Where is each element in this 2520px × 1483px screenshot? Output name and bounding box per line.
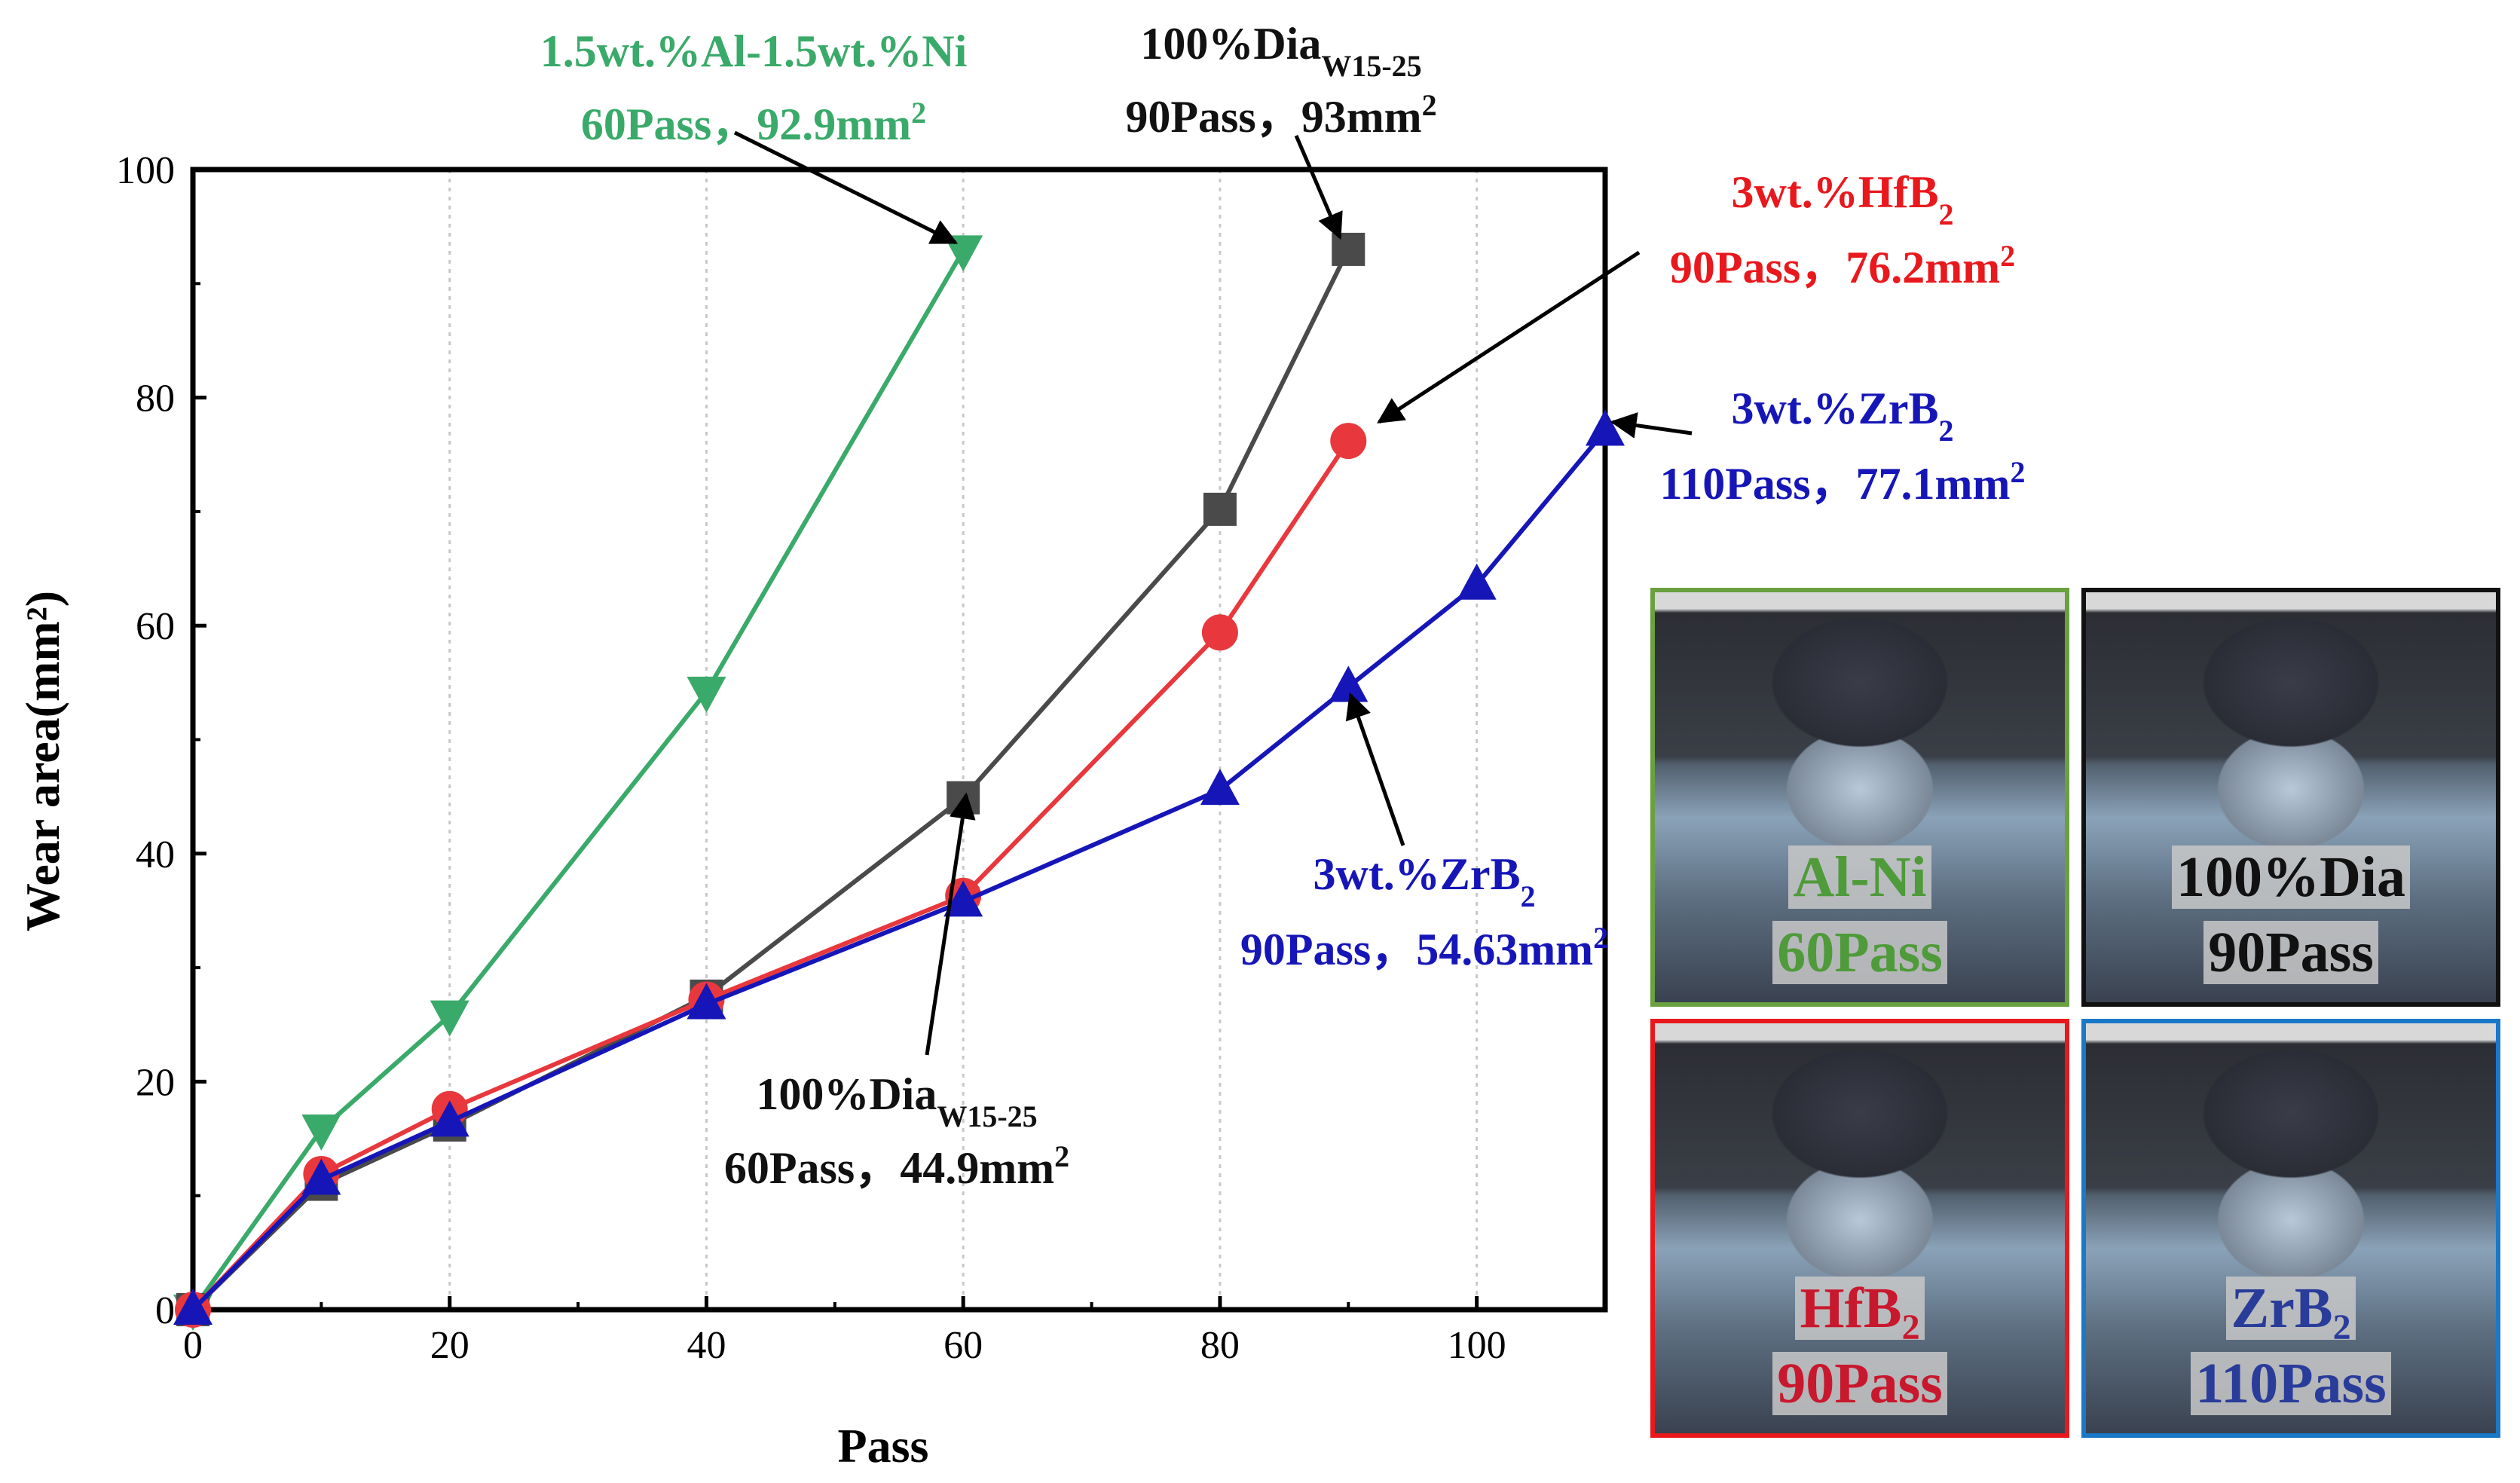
photo-panel-3: HfB2 90Pass [1650, 1019, 2069, 1438]
data-point-marker [1586, 409, 1625, 446]
y-tick-label: 100 [116, 149, 175, 192]
x-tick-label: 100 [1448, 1324, 1506, 1367]
annotation-arrow [925, 792, 976, 1056]
annotation-value: 90Pass，93mm2 [1125, 88, 1436, 142]
annotation-value: 110Pass，77.1mm2 [1660, 455, 2026, 509]
x-tick-label: 40 [687, 1324, 726, 1367]
photo-panel-name: 100%Dia [2086, 845, 2496, 909]
photo-panel-name: HfB2 [1655, 1277, 2065, 1359]
photo-panel-2: 100%Dia 90Pass [2081, 588, 2500, 1007]
data-point-marker [301, 1114, 341, 1151]
data-point-marker [1200, 769, 1240, 806]
annotation-arrow [1377, 250, 1641, 424]
annotation-value: 90Pass，54.63mm2 [1240, 921, 1608, 975]
photo-panel-name: ZrB2 [2086, 1277, 2496, 1359]
y-axis-title: Wear area(mm²) [16, 591, 69, 931]
data-point-marker [430, 1100, 469, 1137]
series [173, 232, 1625, 1331]
data-point-marker [301, 1158, 341, 1195]
annotation-4: 3wt.%ZrB2 110Pass，77.1mm2 [1610, 384, 2026, 509]
annotation-title: 3wt.%HfB2 [1732, 167, 1954, 231]
annotation-6: 100%DiaW15-25 60Pass，44.9mm2 [724, 792, 1069, 1194]
data-point-marker [1329, 665, 1369, 702]
y-tick-label: 40 [136, 833, 175, 876]
y-tick-label: 60 [136, 605, 175, 648]
annotation-arrow [1610, 412, 1693, 439]
grid [448, 170, 1479, 1310]
photo-panel-name: Al-Ni [1655, 845, 2065, 909]
data-point-marker [943, 235, 983, 272]
photo-panel-pass: 90Pass [1655, 1352, 2065, 1415]
data-point-marker [1203, 492, 1237, 526]
annotation-value: 60Pass，44.9mm2 [724, 1139, 1069, 1194]
annotation-arrow [1294, 135, 1343, 240]
annotation-title: 3wt.%ZrB2 [1314, 849, 1536, 913]
data-point-marker [687, 676, 726, 713]
y-tick-label: 0 [155, 1289, 175, 1332]
photo-panel-pass: 110Pass [2086, 1352, 2496, 1415]
x-tick-label: 60 [943, 1324, 983, 1367]
x-tick-label: 0 [183, 1324, 203, 1367]
data-point-marker [1332, 232, 1366, 266]
annotation-title: 3wt.%ZrB2 [1732, 384, 1954, 448]
series-4 [173, 409, 1625, 1325]
annotation-3: 3wt.%HfB2 90Pass，76.2mm2 [1377, 167, 2015, 424]
annotation-title: 100%DiaW15-25 [756, 1069, 1037, 1133]
annotation-title: 100%DiaW15-25 [1140, 19, 1421, 83]
data-point-marker [1201, 614, 1238, 651]
x-tick-label: 20 [430, 1324, 469, 1367]
x-tick-label: 80 [1200, 1324, 1240, 1367]
y-tick-label: 80 [136, 378, 175, 420]
data-point-marker [173, 1289, 213, 1325]
axes: 0 20 40 60 80 100 0 20 40 60 80 100 [116, 149, 1608, 1367]
data-point-marker [1457, 563, 1497, 600]
plot-frame [190, 167, 1608, 1313]
photo-panel-4: ZrB2 110Pass [2081, 1019, 2500, 1438]
annotation-title: 1.5wt.%Al-1.5wt.%Ni [540, 26, 968, 76]
annotation-5: 3wt.%ZrB2 90Pass，54.63mm2 [1240, 692, 1608, 975]
data-point-marker [430, 1000, 469, 1037]
annotation-arrow [1345, 692, 1405, 846]
x-axis-title: Pass [838, 1419, 929, 1472]
data-point-marker [687, 983, 726, 1020]
data-point-marker [1330, 423, 1367, 460]
photo-panel-1: Al-Ni 60Pass [1650, 588, 2069, 1007]
photo-panel-pass: 60Pass [1655, 921, 2065, 984]
annotation-value: 90Pass，76.2mm2 [1670, 239, 2015, 293]
y-tick-label: 20 [136, 1061, 175, 1104]
data-point-marker [943, 880, 983, 917]
photo-panel-pass: 90Pass [2086, 921, 2496, 984]
annotation-arrow [733, 130, 959, 245]
